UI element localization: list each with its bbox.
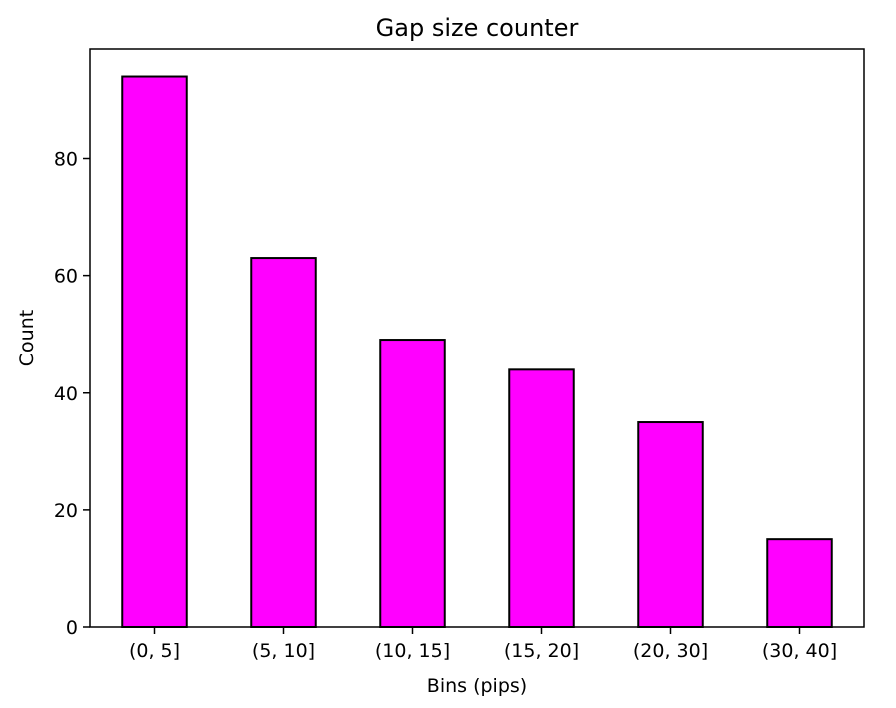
- x-axis-label: Bins (pips): [427, 675, 527, 697]
- chart-title: Gap size counter: [376, 14, 579, 42]
- y-axis-label: Count: [16, 310, 38, 366]
- bar-6: [766, 538, 833, 629]
- y-tick-label-5: 80: [54, 149, 78, 171]
- x-tick-label-3: (10, 15]: [375, 640, 450, 662]
- plot-area-frame: [89, 48, 865, 628]
- bars-layer: [121, 75, 833, 629]
- x-tick-label-4: (15, 20]: [504, 640, 579, 662]
- bar-3: [379, 339, 446, 628]
- bar-2: [250, 257, 317, 628]
- x-tick-label-2: (5, 10]: [252, 640, 315, 662]
- y-tick-label-4: 60: [54, 266, 78, 288]
- x-tick-label-6: (30, 40]: [762, 640, 837, 662]
- y-tick-label-3: 40: [54, 383, 78, 405]
- x-tick-label-1: (0, 5]: [129, 640, 180, 662]
- bar-5: [637, 421, 704, 628]
- y-tick-label-2: 20: [54, 500, 78, 522]
- bar-4: [508, 368, 575, 628]
- x-tick-label-5: (20, 30]: [633, 640, 708, 662]
- ticks-layer: (0, 5] (5, 10] (10, 15] (15, 20] (20, 30] (30…: [54, 149, 837, 662]
- y-tick-label-1: 0: [66, 617, 78, 639]
- bar-1: [121, 75, 188, 629]
